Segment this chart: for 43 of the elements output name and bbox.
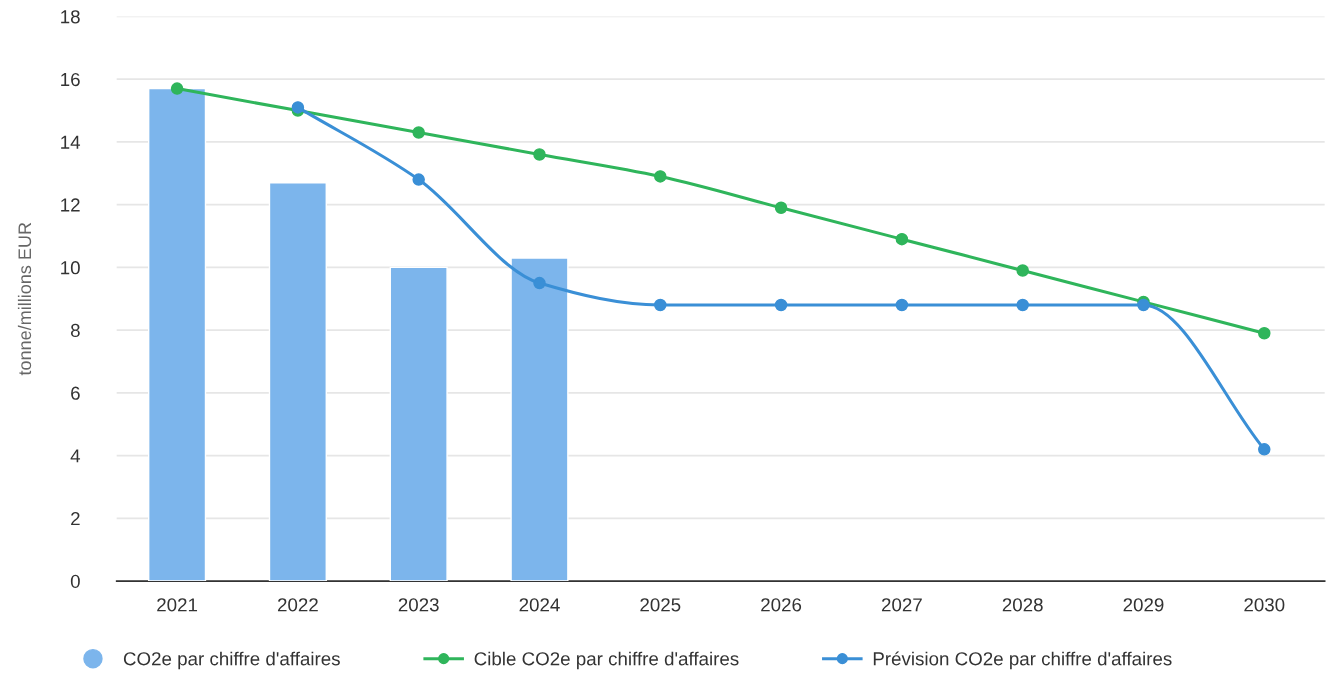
point bbox=[774, 298, 788, 312]
y-tick-label: 14 bbox=[61, 135, 81, 149]
legend-label: Cible CO2e par chiffre d'affaires bbox=[474, 651, 739, 670]
point bbox=[895, 232, 909, 246]
x-tick-label: 2030 bbox=[1244, 598, 1285, 612]
bar bbox=[510, 257, 569, 582]
y-tick-label: 8 bbox=[70, 323, 80, 338]
point bbox=[774, 201, 788, 215]
legend-label: Prévision CO2e par chiffre d'affaires bbox=[873, 651, 1172, 670]
y-tick-label: 16 bbox=[61, 72, 80, 87]
y-tick-label: 18 bbox=[61, 10, 80, 24]
x-tick-label: 2029 bbox=[1123, 598, 1164, 612]
point bbox=[654, 170, 667, 183]
bar bbox=[148, 87, 207, 582]
x-tick-label: 2025 bbox=[640, 598, 681, 612]
x-tick-label: 2026 bbox=[761, 598, 802, 612]
point bbox=[170, 82, 184, 95]
x-tick-label: 2021 bbox=[157, 598, 198, 612]
point bbox=[1258, 327, 1271, 340]
point bbox=[533, 276, 546, 290]
point bbox=[533, 148, 546, 161]
bar bbox=[389, 266, 448, 582]
x-tick-label: 2022 bbox=[277, 598, 318, 612]
point bbox=[1016, 264, 1029, 277]
y-tick-label: 4 bbox=[70, 449, 81, 463]
y-tick-label: 2 bbox=[71, 512, 80, 526]
x-tick-label: 2023 bbox=[398, 598, 439, 612]
x-tick-label: 2028 bbox=[1002, 598, 1043, 612]
point bbox=[895, 298, 909, 312]
y-tick-label: 10 bbox=[61, 261, 80, 275]
y-tick-label: 0 bbox=[70, 574, 80, 589]
point bbox=[1016, 298, 1029, 312]
point bbox=[412, 126, 425, 139]
point bbox=[412, 173, 425, 186]
point bbox=[1258, 443, 1271, 456]
point bbox=[654, 298, 667, 312]
x-tick-label: 2027 bbox=[881, 598, 922, 612]
y-axis-title: tonne/millions EUR bbox=[17, 222, 32, 376]
legend-label: CO2e par chiffre d'affaires bbox=[123, 651, 340, 670]
bar bbox=[268, 182, 327, 582]
x-tick-label: 2024 bbox=[519, 598, 560, 612]
y-tick-label: 6 bbox=[71, 386, 80, 400]
y-tick-label: 12 bbox=[61, 198, 80, 212]
